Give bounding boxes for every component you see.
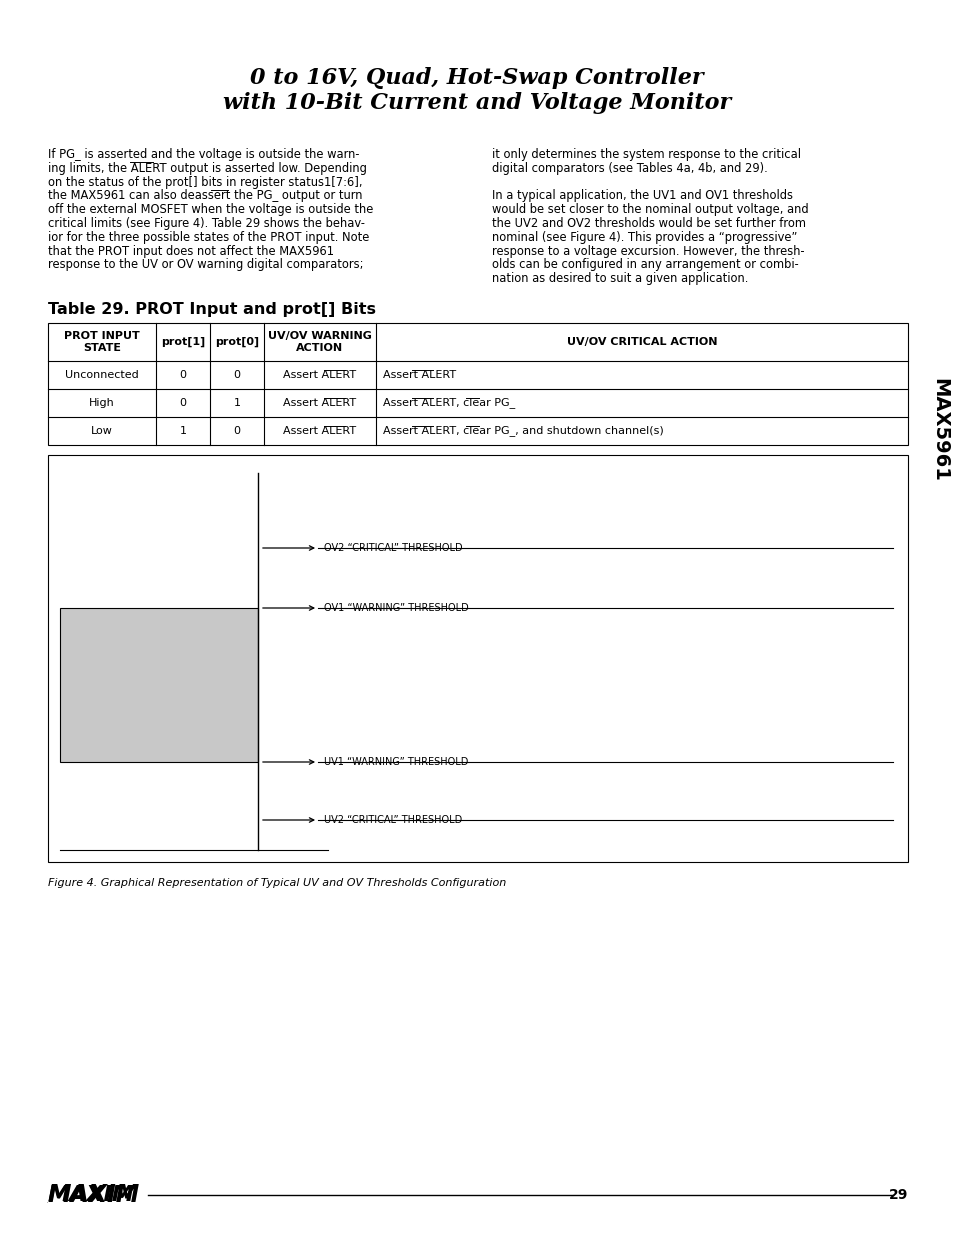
- Text: 1: 1: [179, 426, 186, 436]
- Text: would be set closer to the nominal output voltage, and: would be set closer to the nominal outpu…: [492, 204, 808, 216]
- Text: it only determines the system response to the critical: it only determines the system response t…: [492, 148, 801, 161]
- Text: 0: 0: [179, 398, 186, 408]
- Bar: [48, 324, 907, 445]
- Text: High: High: [89, 398, 114, 408]
- Text: 0: 0: [233, 370, 240, 380]
- Bar: [60, 608, 257, 762]
- Text: 0: 0: [179, 370, 186, 380]
- Text: critical limits (see Figure 4). Table 29 shows the behav-: critical limits (see Figure 4). Table 29…: [48, 217, 365, 230]
- Text: OV2 “CRITICAL” THRESHOLD: OV2 “CRITICAL” THRESHOLD: [324, 543, 462, 553]
- Text: ing limits, the ALERT output is asserted low. Depending: ing limits, the ALERT output is asserted…: [48, 162, 367, 175]
- Text: UV2 “CRITICAL” THRESHOLD: UV2 “CRITICAL” THRESHOLD: [324, 815, 462, 825]
- Text: MAXIM: MAXIM: [48, 1183, 140, 1207]
- Text: MAX5961: MAX5961: [929, 378, 948, 482]
- Text: that the PROT input does not affect the MAX5961: that the PROT input does not affect the …: [48, 245, 334, 258]
- Text: UV1 “WARNING” THRESHOLD: UV1 “WARNING” THRESHOLD: [324, 757, 468, 767]
- Text: response to a voltage excursion. However, the thresh-: response to a voltage excursion. However…: [492, 245, 803, 258]
- Text: 1: 1: [233, 398, 240, 408]
- Text: digital comparators (see Tables 4a, 4b, and 29).: digital comparators (see Tables 4a, 4b, …: [492, 162, 767, 175]
- Text: OV1 “WARNING” THRESHOLD: OV1 “WARNING” THRESHOLD: [324, 603, 468, 613]
- Text: MAXIM: MAXIM: [48, 1186, 134, 1205]
- Text: Assert ALERT, clear PG_: Assert ALERT, clear PG_: [382, 398, 515, 409]
- Text: UV/OV WARNING
ACTION: UV/OV WARNING ACTION: [268, 331, 372, 353]
- Text: Assert ALERT: Assert ALERT: [283, 370, 356, 380]
- Text: Unconnected: Unconnected: [65, 370, 139, 380]
- Text: Assert ALERT: Assert ALERT: [382, 370, 456, 380]
- Text: PROT INPUT
STATE: PROT INPUT STATE: [64, 331, 140, 353]
- Text: the UV2 and OV2 thresholds would be set further from: the UV2 and OV2 thresholds would be set …: [492, 217, 805, 230]
- Text: prot[1]: prot[1]: [161, 337, 205, 347]
- Text: olds can be configured in any arrangement or combi-: olds can be configured in any arrangemen…: [492, 258, 798, 272]
- Text: Table 29. PROT Input and prot[] Bits: Table 29. PROT Input and prot[] Bits: [48, 303, 375, 317]
- Text: In a typical application, the UV1 and OV1 thresholds: In a typical application, the UV1 and OV…: [492, 189, 792, 203]
- Text: prot[0]: prot[0]: [214, 337, 259, 347]
- Text: the MAX5961 can also deassert the PG_ output or turn: the MAX5961 can also deassert the PG_ ou…: [48, 189, 362, 203]
- Text: /\/XI/\/: /\/XI/\/: [48, 1194, 52, 1195]
- Text: nominal (see Figure 4). This provides a “progressive”: nominal (see Figure 4). This provides a …: [492, 231, 797, 243]
- Text: nation as desired to suit a given application.: nation as desired to suit a given applic…: [492, 272, 747, 285]
- Text: Figure 4. Graphical Representation of Typical UV and OV Thresholds Configuration: Figure 4. Graphical Representation of Ty…: [48, 878, 506, 888]
- Text: Assert ALERT: Assert ALERT: [283, 398, 356, 408]
- Text: ior for the three possible states of the PROT input. Note: ior for the three possible states of the…: [48, 231, 369, 243]
- Text: Assert ALERT, clear PG_, and shutdown channel(s): Assert ALERT, clear PG_, and shutdown ch…: [382, 426, 663, 436]
- Text: response to the UV or OV warning digital comparators;: response to the UV or OV warning digital…: [48, 258, 363, 272]
- Text: 0 to 16V, Quad, Hot-Swap Controller: 0 to 16V, Quad, Hot-Swap Controller: [250, 67, 703, 89]
- Bar: [48, 454, 907, 862]
- Text: 29: 29: [887, 1188, 907, 1202]
- Text: UV/OV CRITICAL ACTION: UV/OV CRITICAL ACTION: [566, 337, 717, 347]
- Text: on the status of the prot[] bits in register status1[7:6],: on the status of the prot[] bits in regi…: [48, 175, 362, 189]
- Text: off the external MOSFET when the voltage is outside the: off the external MOSFET when the voltage…: [48, 204, 373, 216]
- Text: Assert ALERT: Assert ALERT: [283, 426, 356, 436]
- Text: Low: Low: [91, 426, 112, 436]
- Text: If PG_ is asserted and the voltage is outside the warn-: If PG_ is asserted and the voltage is ou…: [48, 148, 359, 161]
- Text: 0: 0: [233, 426, 240, 436]
- Text: with 10-Bit Current and Voltage Monitor: with 10-Bit Current and Voltage Monitor: [223, 91, 730, 114]
